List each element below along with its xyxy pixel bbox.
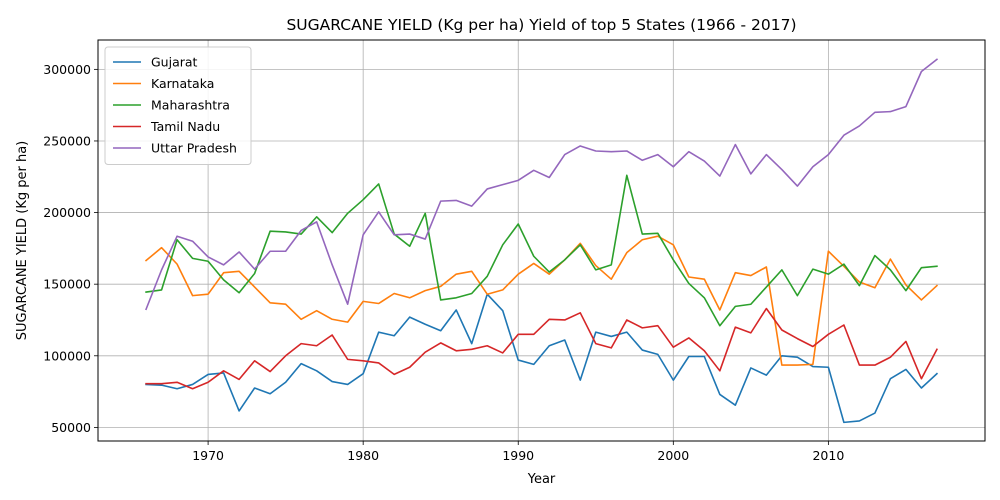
x-tick-label: 1990 (502, 448, 534, 463)
legend-label-tamil-nadu: Tamil Nadu (150, 119, 220, 134)
legend-label-gujarat: Gujarat (151, 55, 198, 70)
y-tick-label: 50000 (51, 420, 91, 435)
y-tick-label: 300000 (43, 62, 91, 77)
y-axis-label: SUGARCANE YIELD (Kg per ha) (15, 141, 30, 341)
x-tick-label: 2010 (812, 448, 844, 463)
series-line-maharashtra (145, 174, 938, 327)
legend-box (104, 46, 252, 165)
x-tick-label: 1970 (192, 448, 224, 463)
y-tick-label: 200000 (43, 205, 91, 220)
x-axis-label: Year (527, 472, 556, 487)
chart-title: SUGARCANE YIELD (Kg per ha) Yield of top… (286, 16, 796, 34)
y-tick-label: 250000 (43, 133, 91, 148)
series-line-tamil-nadu (145, 307, 939, 390)
series-lines (144, 58, 939, 424)
series-line-gujarat (145, 293, 939, 424)
series-line-karnataka (144, 235, 939, 366)
y-tick-label: 100000 (43, 348, 91, 363)
legend-label-maharashtra: Maharashtra (151, 98, 230, 113)
series-line-uttar-pradesh (145, 58, 939, 311)
legend-label-karnataka: Karnataka (151, 76, 214, 91)
x-tick-label: 2000 (657, 448, 689, 463)
legend-label-uttar-pradesh: Uttar Pradesh (151, 141, 237, 156)
axis-ticks: 1970 1980 1990 2000 2010 50000 100000 150000 200… (43, 62, 844, 463)
y-tick-label: 150000 (43, 277, 91, 292)
plot-frame (97, 39, 986, 442)
legend: Gujarat Karnataka Maharashtra Tamil Nadu Utt… (104, 46, 252, 165)
x-tick-label: 1980 (347, 448, 379, 463)
